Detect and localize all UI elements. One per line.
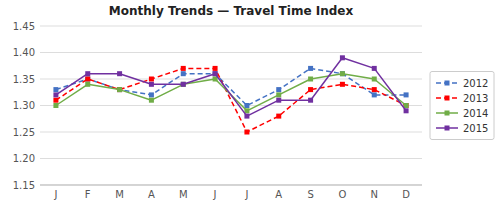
series-line bbox=[56, 68, 406, 132]
point-marker bbox=[404, 108, 409, 113]
chart-title: Monthly Trends — Travel Time Index bbox=[109, 4, 354, 18]
legend-marker bbox=[445, 81, 450, 86]
grid-line bbox=[40, 105, 422, 106]
point-marker bbox=[117, 87, 122, 92]
point-marker bbox=[340, 82, 345, 87]
x-tick-label: N bbox=[371, 189, 378, 200]
x-axis: JFMAMJJASOND bbox=[53, 189, 410, 200]
point-marker bbox=[340, 71, 345, 76]
point-marker bbox=[53, 103, 58, 108]
point-marker bbox=[117, 71, 122, 76]
y-tick-label: 1.40 bbox=[13, 47, 35, 58]
series-line bbox=[56, 58, 406, 116]
chart-container: Monthly Trends — Travel Time Index1.151.… bbox=[0, 0, 500, 209]
x-tick-label: A bbox=[275, 189, 282, 200]
point-marker bbox=[308, 87, 313, 92]
point-marker bbox=[244, 103, 249, 108]
x-tick-label: M bbox=[115, 189, 124, 200]
point-marker bbox=[308, 98, 313, 103]
series bbox=[53, 55, 408, 118]
point-marker bbox=[85, 77, 90, 82]
point-marker bbox=[244, 130, 249, 135]
legend-label: 2012 bbox=[463, 78, 488, 89]
point-marker bbox=[181, 82, 186, 87]
series-line bbox=[56, 74, 406, 111]
x-tick-label: D bbox=[402, 189, 410, 200]
legend-marker bbox=[445, 111, 450, 116]
point-marker bbox=[372, 66, 377, 71]
grid-line bbox=[40, 185, 422, 186]
y-tick-label: 1.35 bbox=[13, 74, 35, 85]
legend-marker bbox=[445, 126, 450, 131]
point-marker bbox=[340, 55, 345, 60]
point-marker bbox=[181, 66, 186, 71]
grid-line bbox=[40, 158, 422, 159]
grid-line bbox=[40, 52, 422, 53]
point-marker bbox=[85, 82, 90, 87]
legend-marker bbox=[445, 96, 450, 101]
point-marker bbox=[276, 114, 281, 119]
point-marker bbox=[340, 71, 345, 76]
point-marker bbox=[149, 98, 154, 103]
point-marker bbox=[372, 77, 377, 82]
x-tick-label: J bbox=[213, 189, 217, 200]
point-marker bbox=[372, 87, 377, 92]
x-tick-label: J bbox=[244, 189, 248, 200]
point-marker bbox=[372, 92, 377, 97]
point-marker bbox=[181, 82, 186, 87]
series bbox=[53, 66, 408, 135]
point-marker bbox=[276, 92, 281, 97]
grid-line bbox=[40, 132, 422, 133]
legend-label: 2014 bbox=[463, 108, 488, 119]
point-marker bbox=[149, 77, 154, 82]
point-marker bbox=[85, 71, 90, 76]
y-axis: 1.15 1.20 1.25 1.30 1.35 1.40 1.45 bbox=[13, 21, 422, 191]
point-marker bbox=[117, 87, 122, 92]
x-tick-label: M bbox=[179, 189, 188, 200]
x-tick-label: J bbox=[53, 189, 57, 200]
point-marker bbox=[404, 92, 409, 97]
series bbox=[53, 71, 408, 113]
point-marker bbox=[308, 66, 313, 71]
legend: 2012 2013 2014 2015 bbox=[430, 72, 494, 140]
point-marker bbox=[149, 82, 154, 87]
grid-line bbox=[40, 79, 422, 80]
legend-label: 2015 bbox=[463, 123, 488, 134]
x-axis-line bbox=[40, 185, 422, 186]
legend-box bbox=[430, 72, 494, 140]
point-marker bbox=[276, 87, 281, 92]
point-marker bbox=[53, 98, 58, 103]
y-tick-label: 1.45 bbox=[13, 21, 35, 32]
grid-line bbox=[40, 26, 422, 27]
y-tick-label: 1.20 bbox=[13, 153, 35, 164]
y-tick-label: 1.25 bbox=[13, 127, 35, 138]
y-tick-label: 1.30 bbox=[13, 100, 35, 111]
point-marker bbox=[244, 114, 249, 119]
chart-svg: Monthly Trends — Travel Time Index1.151.… bbox=[0, 0, 500, 209]
point-marker bbox=[308, 77, 313, 82]
x-tick-label: A bbox=[148, 189, 155, 200]
point-marker bbox=[276, 98, 281, 103]
x-tick-label: O bbox=[338, 189, 346, 200]
point-marker bbox=[213, 71, 218, 76]
x-tick-label: F bbox=[85, 189, 91, 200]
point-marker bbox=[117, 87, 122, 92]
point-marker bbox=[213, 66, 218, 71]
point-marker bbox=[181, 71, 186, 76]
point-marker bbox=[213, 71, 218, 76]
legend-label: 2013 bbox=[463, 93, 488, 104]
point-marker bbox=[53, 92, 58, 97]
point-marker bbox=[53, 87, 58, 92]
y-tick-label: 1.15 bbox=[13, 180, 35, 191]
point-marker bbox=[149, 92, 154, 97]
plot-area bbox=[53, 55, 408, 134]
x-tick-label: S bbox=[307, 189, 313, 200]
point-marker bbox=[85, 77, 90, 82]
